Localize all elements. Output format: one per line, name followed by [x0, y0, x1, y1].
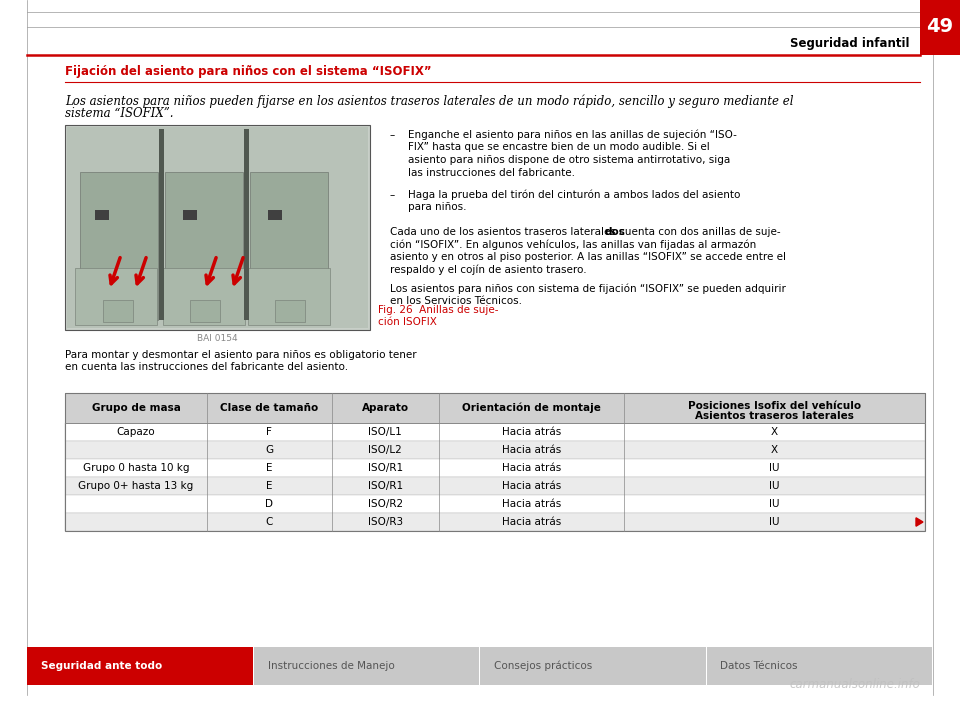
Bar [250, 172, 328, 320]
Text: Consejos prácticos: Consejos prácticos [494, 661, 592, 672]
Polygon shape [916, 518, 923, 526]
Bar [65, 125, 370, 330]
Text: Hacia atrás: Hacia atrás [502, 427, 562, 437]
Text: Hacia atrás: Hacia atrás [502, 481, 562, 491]
Bar [65, 513, 925, 531]
Text: ISO/R2: ISO/R2 [368, 499, 403, 509]
Bar [75, 268, 157, 325]
Text: Hacia atrás: Hacia atrás [502, 517, 562, 527]
Text: –: – [390, 190, 396, 200]
Bar [248, 268, 330, 325]
Text: para niños.: para niños. [408, 203, 467, 212]
Bar [65, 393, 925, 423]
Text: Para montar y desmontar el asiento para niños es obligatorio tener: Para montar y desmontar el asiento para … [65, 350, 417, 360]
Bar [707, 647, 932, 685]
Bar [95, 210, 109, 220]
Text: asiento para niños dispone de otro sistema antirrotativo, siga: asiento para niños dispone de otro siste… [408, 155, 731, 165]
Bar [159, 129, 164, 320]
Text: Enganche el asiento para niños en las anillas de sujeción “ISO-: Enganche el asiento para niños en las an… [408, 130, 737, 140]
Text: X: X [771, 427, 778, 437]
Text: Fig. 26  Anillas de suje-: Fig. 26 Anillas de suje- [378, 305, 498, 315]
Bar [920, 0, 960, 55]
Text: Asientos traseros laterales: Asientos traseros laterales [695, 411, 854, 421]
Bar [67, 127, 368, 328]
Text: Orientación de montaje: Orientación de montaje [462, 403, 601, 414]
Bar [65, 477, 925, 495]
Bar [103, 300, 133, 322]
Bar [165, 172, 243, 320]
Text: IU: IU [769, 481, 780, 491]
Text: ISO/L1: ISO/L1 [369, 427, 402, 437]
Text: D: D [265, 499, 274, 509]
Text: –: – [390, 130, 396, 140]
Bar [253, 647, 479, 685]
Text: Grupo 0+ hasta 13 kg: Grupo 0+ hasta 13 kg [79, 481, 194, 491]
Text: ISO/R1: ISO/R1 [368, 463, 403, 473]
Text: IU: IU [769, 517, 780, 527]
Text: dos: dos [605, 227, 625, 237]
Bar [65, 393, 925, 531]
Text: F: F [266, 427, 273, 437]
Text: en cuenta las instrucciones del fabricante del asiento.: en cuenta las instrucciones del fabrican… [65, 362, 348, 372]
Text: Posiciones Isofix del vehículo: Posiciones Isofix del vehículo [688, 401, 861, 411]
Text: IU: IU [769, 463, 780, 473]
Bar [190, 300, 220, 322]
Text: 49: 49 [926, 18, 953, 36]
Bar [65, 441, 925, 459]
Bar [65, 423, 925, 441]
Text: respaldo y el cojín de asiento trasero.: respaldo y el cojín de asiento trasero. [390, 264, 587, 275]
Text: sistema “ISOFIX”.: sistema “ISOFIX”. [65, 107, 174, 120]
Text: Grupo 0 hasta 10 kg: Grupo 0 hasta 10 kg [83, 463, 189, 473]
Text: Los asientos para niños con sistema de fijación “ISOFIX” se pueden adquirir: Los asientos para niños con sistema de f… [390, 283, 786, 294]
Text: Hacia atrás: Hacia atrás [502, 499, 562, 509]
Bar [65, 459, 925, 477]
Text: ción ISOFIX: ción ISOFIX [378, 317, 437, 327]
Bar [163, 268, 245, 325]
Text: ISO/R3: ISO/R3 [368, 517, 403, 527]
Text: FIX” hasta que se encastre bien de un modo audible. Si el: FIX” hasta que se encastre bien de un mo… [408, 142, 709, 153]
Text: en los Servicios Técnicos.: en los Servicios Técnicos. [390, 296, 522, 306]
Bar [65, 495, 925, 513]
Text: ISO/L2: ISO/L2 [369, 445, 402, 455]
Text: asiento y en otros al piso posterior. A las anillas “ISOFIX” se accede entre el: asiento y en otros al piso posterior. A … [390, 252, 786, 262]
Text: G: G [265, 445, 274, 455]
Text: Fijación del asiento para niños con el sistema “ISOFIX”: Fijación del asiento para niños con el s… [65, 65, 432, 78]
Text: Grupo de masa: Grupo de masa [91, 403, 180, 413]
Bar [183, 210, 197, 220]
Text: carmanualsonline.info: carmanualsonline.info [789, 678, 920, 691]
Text: Datos Técnicos: Datos Técnicos [721, 661, 798, 671]
Text: Los asientos para niños pueden fijarse en los asientos traseros laterales de un : Los asientos para niños pueden fijarse e… [65, 94, 794, 107]
Text: Seguridad infantil: Seguridad infantil [790, 37, 910, 50]
Bar [244, 129, 249, 320]
Bar [275, 300, 305, 322]
Text: Aparato: Aparato [362, 403, 409, 413]
Bar [268, 210, 282, 220]
Text: Haga la prueba del tirón del cinturón a ambos lados del asiento: Haga la prueba del tirón del cinturón a … [408, 190, 740, 200]
Text: Hacia atrás: Hacia atrás [502, 463, 562, 473]
Text: Instrucciones de Manejo: Instrucciones de Manejo [268, 661, 395, 671]
Text: ISO/R1: ISO/R1 [368, 481, 403, 491]
Bar [480, 647, 706, 685]
Text: Hacia atrás: Hacia atrás [502, 445, 562, 455]
Text: las instrucciones del fabricante.: las instrucciones del fabricante. [408, 168, 575, 177]
Text: BAI 0154: BAI 0154 [197, 334, 237, 343]
Text: Clase de tamaño: Clase de tamaño [220, 403, 319, 413]
Text: Seguridad ante todo: Seguridad ante todo [41, 661, 162, 671]
Text: C: C [266, 517, 273, 527]
Text: E: E [266, 481, 273, 491]
Text: IU: IU [769, 499, 780, 509]
Text: E: E [266, 463, 273, 473]
Bar [27, 647, 252, 685]
Text: X: X [771, 445, 778, 455]
Text: Capazo: Capazo [116, 427, 156, 437]
Bar [80, 172, 158, 320]
Text: ción “ISOFIX”. En algunos vehículos, las anillas van fijadas al armazón: ción “ISOFIX”. En algunos vehículos, las… [390, 240, 756, 250]
Text: Cada uno de los asientos traseros laterales cuenta con dos anillas de suje-: Cada uno de los asientos traseros latera… [390, 227, 780, 237]
